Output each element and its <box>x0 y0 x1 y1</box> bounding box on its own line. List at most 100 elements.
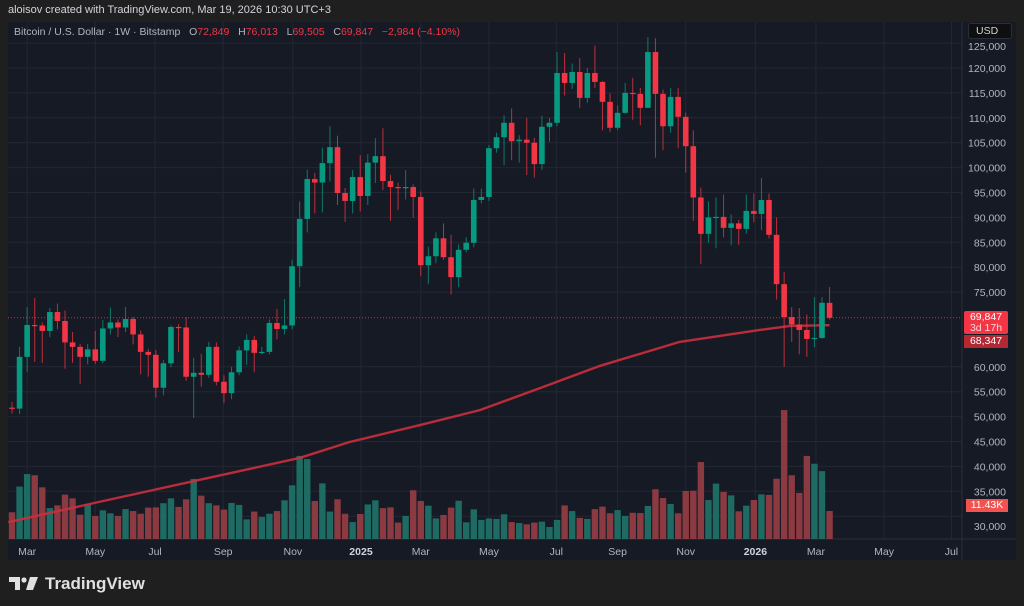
volume-bar <box>281 500 288 539</box>
volume-bar <box>349 522 356 539</box>
volume-bar <box>735 511 742 539</box>
volume-bar <box>796 492 803 539</box>
volume-bar <box>690 490 697 539</box>
candle-down <box>274 322 280 329</box>
volume-bar <box>190 478 197 539</box>
time-axis-label: Nov <box>284 546 303 558</box>
volume-bar <box>220 509 228 539</box>
volume-bar <box>485 518 493 539</box>
volume-bar <box>8 512 16 539</box>
volume-bar <box>682 490 689 539</box>
time-axis-label: Mar <box>18 546 37 558</box>
volume-bar <box>478 519 485 539</box>
volume-bar <box>357 514 364 539</box>
candle-down <box>77 346 83 357</box>
volume-bar <box>364 504 371 539</box>
time-axis-label: Mar <box>807 546 826 558</box>
candle-up <box>584 72 591 98</box>
time-axis-label: Jul <box>945 546 958 558</box>
candle-down <box>448 257 454 278</box>
candle-down <box>417 196 424 266</box>
bar-countdown: 3d 17h <box>969 322 1003 334</box>
volume-bar <box>54 505 61 539</box>
candle-up <box>84 349 91 357</box>
tradingview-logo-icon <box>9 577 38 590</box>
candle-up <box>622 92 628 113</box>
candle-up <box>705 217 712 234</box>
candle-down <box>387 181 394 188</box>
candle-up <box>516 139 522 142</box>
volume-bar <box>266 513 273 539</box>
candle-down <box>592 72 598 82</box>
volume-bar <box>765 494 773 539</box>
volume-bar <box>258 516 266 539</box>
tradingview-logo[interactable]: TradingView <box>9 574 145 594</box>
candle-down <box>380 156 386 182</box>
candle-down <box>54 312 61 321</box>
time-axis-label: Mar <box>412 546 431 558</box>
candle-down <box>410 187 417 197</box>
candle-up <box>206 346 212 375</box>
open-label: O <box>189 26 198 38</box>
volume-bar <box>205 503 213 539</box>
candle-down <box>9 407 15 409</box>
candle-up <box>327 147 333 164</box>
price-axis-label: 105,000 <box>968 138 1006 150</box>
candle-up <box>501 122 507 138</box>
candle-down <box>357 177 364 196</box>
candle-down <box>599 81 606 102</box>
candle-up <box>819 302 825 338</box>
volume-bar <box>84 504 91 539</box>
price-axis-label: 50,000 <box>974 412 1006 424</box>
symbol-description: Bitcoin / U.S. Dollar · 1W · Bitstamp <box>14 26 181 38</box>
volume-bar <box>538 521 546 539</box>
volume-bar <box>750 500 758 539</box>
candle-down <box>137 334 144 352</box>
volume-bar <box>561 505 568 539</box>
price-axis-label: 80,000 <box>974 262 1006 274</box>
candle-up <box>319 163 326 183</box>
volume-bar <box>637 513 644 539</box>
candle-down <box>773 234 780 285</box>
volume-bar <box>568 511 576 539</box>
candle-up <box>758 199 765 214</box>
candle-up <box>493 137 500 149</box>
volume-bar <box>531 522 538 539</box>
volume-bar <box>788 475 795 539</box>
candle-down <box>607 101 613 128</box>
candle-up <box>478 196 485 200</box>
volume-bar <box>455 500 462 539</box>
volume-bar <box>145 507 152 539</box>
candle-down <box>720 216 727 228</box>
candle-down <box>675 96 681 117</box>
open-value: 72,849 <box>197 26 230 38</box>
high-value: 76,013 <box>245 26 278 38</box>
volume-bar <box>319 483 326 539</box>
candle-down <box>130 318 136 335</box>
candle-down <box>531 142 538 165</box>
candle-down <box>175 326 182 329</box>
volume-bar <box>182 499 190 539</box>
candle-down <box>312 179 318 183</box>
volume-bar <box>500 514 508 539</box>
candle-down <box>682 116 689 147</box>
volume-bar <box>515 523 523 539</box>
candle-down <box>342 192 348 201</box>
currency-button[interactable]: USD <box>968 23 1012 39</box>
volume-bar <box>129 511 137 539</box>
volume-bar <box>387 507 394 539</box>
candle-up <box>713 216 719 219</box>
volume-bar <box>372 500 379 539</box>
candle-down <box>781 284 787 317</box>
candle-down <box>221 381 227 394</box>
candle-up <box>554 72 560 123</box>
price-axis-label: 35,000 <box>974 486 1006 498</box>
volume-bar <box>576 517 583 539</box>
volume-bar <box>803 455 811 539</box>
volume-bar <box>440 514 447 539</box>
candle-up <box>569 71 575 83</box>
candle-down <box>92 349 99 361</box>
candle-down <box>652 52 659 94</box>
volume-bar <box>644 505 652 539</box>
